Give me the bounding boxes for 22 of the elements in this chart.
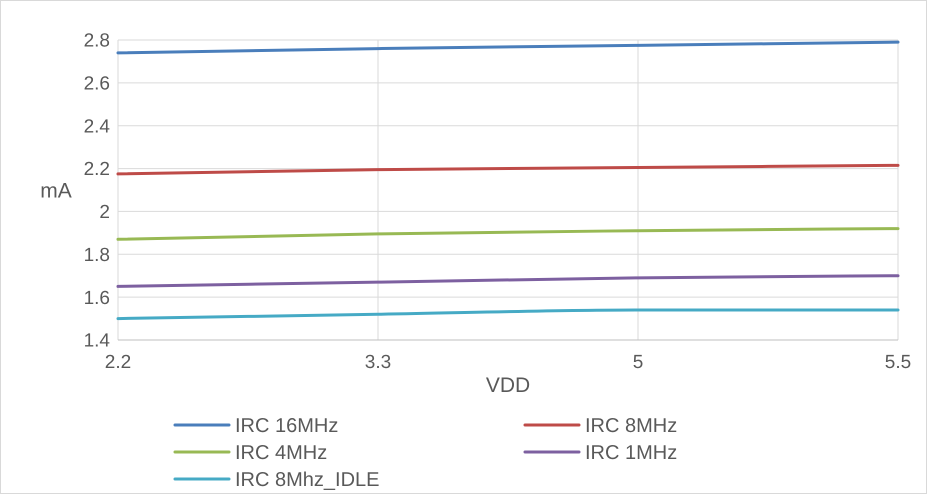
legend-label: IRC 8Mhz_IDLE	[235, 469, 380, 491]
x-tick-label: 5.5	[884, 352, 912, 373]
line-series	[116, 227, 900, 241]
y-tick-label: 1.8	[84, 244, 110, 266]
legend-label: IRC 4MHz	[235, 442, 328, 464]
x-tick-label: 2.2	[104, 352, 132, 373]
y-axis-title: mA	[40, 179, 72, 202]
legend-label: IRC 8MHz	[585, 415, 678, 437]
legend-label: IRC 1MHz	[585, 442, 678, 464]
y-tick-label: 1.4	[84, 330, 110, 352]
y-tick-label: 2.4	[84, 116, 110, 138]
x-tick-label: 3.3	[364, 352, 392, 373]
y-tick-label: 1.6	[84, 288, 110, 309]
line-series	[116, 274, 900, 288]
x-axis-title: VDD	[486, 374, 530, 397]
y-tick-label: 2	[99, 202, 110, 224]
y-tick-label: 2.2	[84, 159, 110, 180]
x-tick-label: 5	[632, 352, 644, 373]
y-tick-label: 2.8	[84, 30, 110, 52]
line-series	[116, 164, 900, 176]
y-tick-label: 2.6	[84, 74, 110, 95]
legend-label: IRC 16MHz	[235, 415, 338, 437]
